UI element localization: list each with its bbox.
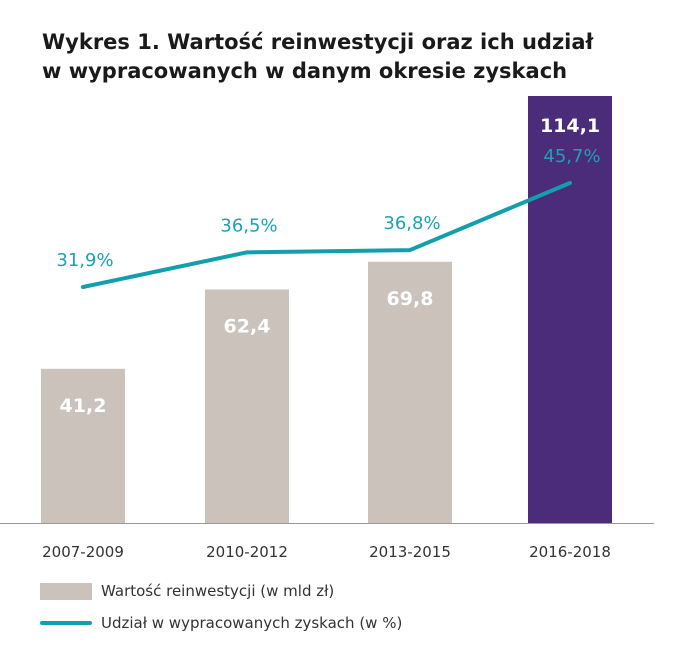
bar-value-label: 69,8 xyxy=(387,288,434,310)
legend-item-bar: Wartość reinwestycji (w mld zł) xyxy=(40,578,402,604)
bar-value-label: 62,4 xyxy=(224,315,271,337)
chart-title-line-1: Wykres 1. Wartość reinwestycji oraz ich … xyxy=(42,30,594,54)
x-tick-label: 2016-2018 xyxy=(529,543,611,561)
bar-value-label: 114,1 xyxy=(540,115,600,137)
x-tick-label: 2010-2012 xyxy=(206,543,288,561)
legend-swatch-bar xyxy=(40,582,92,600)
bar xyxy=(41,368,125,523)
legend-label-bar: Wartość reinwestycji (w mld zł) xyxy=(101,582,335,600)
x-tick-label: 2007-2009 xyxy=(42,543,124,561)
legend-label-line: Udział w wypracowanych zyskach (w %) xyxy=(101,614,403,632)
legend-swatch-line xyxy=(40,621,92,625)
chart-area: 41,2 62,4 69,8 114,1 31,9% 36,5% 36,8% 45,7% 200… xyxy=(0,96,654,561)
x-tick-label: 2013-2015 xyxy=(369,543,451,561)
line-value-label: 36,8% xyxy=(383,213,440,234)
bar xyxy=(205,289,289,523)
line-value-label: 36,5% xyxy=(220,215,277,236)
legend: Wartość reinwestycji (w mld zł) Udział w… xyxy=(40,578,402,642)
bar-value-label: 41,2 xyxy=(60,395,107,417)
chart-title-line-2: w wypracowanych w danym okresie zyskach xyxy=(42,59,568,83)
share-line xyxy=(81,181,572,289)
legend-item-line: Udział w wypracowanych zyskach (w %) xyxy=(40,610,402,636)
line-value-label: 45,7% xyxy=(543,146,600,167)
bar xyxy=(528,96,612,523)
chart-title: Wykres 1. Wartość reinwestycji oraz ich … xyxy=(42,28,642,86)
line-value-label: 31,9% xyxy=(56,250,113,271)
bar xyxy=(368,261,452,523)
